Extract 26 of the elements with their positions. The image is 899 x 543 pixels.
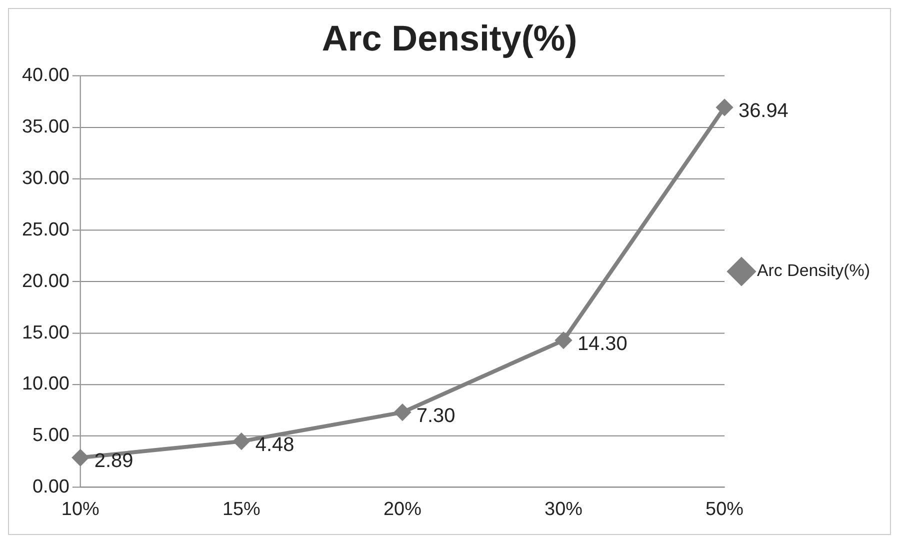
y-tick-label: 40.00 [22, 65, 70, 86]
y-tick-label: 25.00 [22, 219, 70, 240]
text: 36.94 [738, 100, 788, 122]
legend-label: Arc Density(%) [756, 261, 870, 280]
text: 7.30 [416, 404, 456, 427]
y-tick-label: 0.00 [32, 476, 70, 498]
point [233, 433, 250, 450]
y-tick-label: 30.00 [22, 168, 70, 190]
x-tick-label: 20% [383, 498, 422, 520]
point [72, 450, 88, 466]
point [716, 99, 733, 116]
y-tick-label: 20.00 [22, 270, 70, 292]
y-tick-label: 15.00 [22, 322, 70, 344]
y-tick-label: 35.00 [22, 116, 70, 138]
x-tick-label: 50% [706, 498, 744, 520]
point [394, 404, 410, 420]
y-tick-label: 10.00 [22, 374, 70, 395]
x-tick-label: 15% [222, 498, 261, 520]
chart-title: Arc Density(%) [322, 18, 578, 58]
text: 14.30 [577, 332, 628, 355]
point [556, 332, 572, 348]
text: 4.48 [255, 434, 294, 456]
text: 2.89 [94, 450, 134, 472]
x-tick-label: 30% [544, 498, 583, 520]
x-tick-label: 10% [61, 498, 100, 520]
y-tick-label: 5.00 [32, 425, 70, 446]
